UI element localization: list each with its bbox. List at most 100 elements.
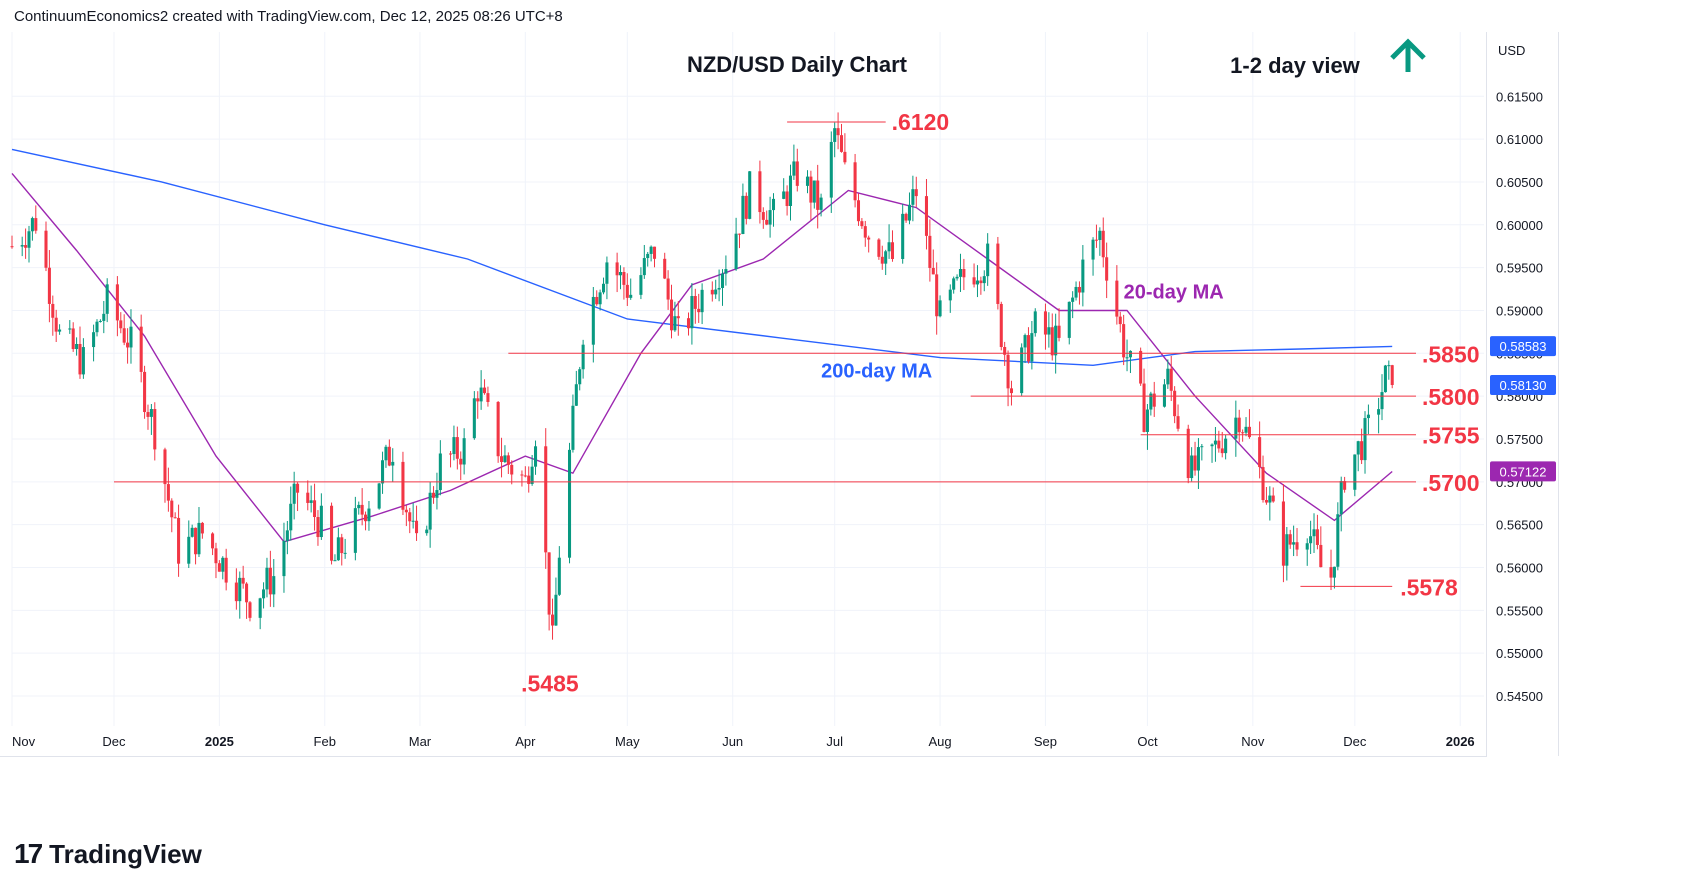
candle-down [1152,393,1156,407]
candle-up [105,284,109,314]
candle-down [1006,354,1010,389]
candle-up [952,278,956,290]
candle-down [1217,440,1221,449]
candle-up [1074,286,1078,298]
x-tick-label: Jul [826,734,843,749]
candle-down [1288,534,1292,545]
candle-down [1009,388,1013,394]
x-tick-label: Nov [1241,734,1265,749]
candle-down [625,284,629,298]
candle-down [173,517,177,519]
candle-down [217,563,221,572]
candle-up [591,296,595,345]
candle-up [574,384,578,406]
candle-up [20,245,24,247]
candle-up [289,503,293,531]
candle-down [1115,280,1119,317]
candle-up [1162,384,1166,407]
candle-down [177,517,181,564]
candle-down [737,233,742,235]
candle-up [884,251,888,264]
candle-down [744,195,748,219]
candle-up [642,258,646,276]
candle-down [785,191,789,206]
level-label: .5755 [1422,423,1480,449]
candle-down [360,504,364,515]
candle-up [452,437,456,455]
candle-down [1390,365,1394,385]
candle-down [931,267,935,275]
candle-down [71,328,75,350]
candle-down [476,398,480,402]
candle-up [1305,543,1309,550]
x-tick-label: Nov [12,734,36,749]
candle-up [92,332,96,348]
chart-title: NZD/USD Daily Chart [687,52,908,77]
candle-up [1196,447,1200,471]
candle-up [129,326,133,348]
candle-up [1145,409,1149,432]
candle-down [313,500,317,518]
candle-up [95,321,99,333]
candle-up [1033,311,1037,334]
candle-up [554,594,558,626]
candle-up [1047,327,1051,335]
candle-up [805,176,810,186]
candle-down [1247,426,1251,438]
ma-annotation: 20-day MA [1124,281,1224,303]
candle-up [377,483,381,509]
candle-down [163,449,167,485]
price-badge-label: 0.57122 [1500,464,1547,479]
candle-down [1295,542,1299,550]
candle-up [717,287,721,290]
candle-down [697,308,701,313]
candle-up [428,492,432,530]
candle-up [700,289,704,313]
price-badge-label: 0.58130 [1500,378,1547,393]
brand[interactable]: 17 TradingView [14,838,202,870]
candle-up [938,300,942,317]
candle-up [975,280,979,285]
x-tick-label: Oct [1137,734,1158,749]
candle-down [1241,432,1245,434]
candle-up [1363,418,1367,461]
y-tick-label: 0.55500 [1496,603,1543,618]
candle-down [408,512,412,522]
candle-up [1067,301,1071,338]
candle-up [81,347,85,375]
candle-down [999,303,1003,347]
candle-down [404,509,408,513]
x-tick-label: Sep [1034,734,1057,749]
candle-down [928,235,932,268]
candle-down [153,409,157,450]
candle-down [686,318,691,329]
candle-down [449,453,453,455]
candle-down [1220,448,1224,454]
candle-up [720,273,725,288]
up-arrow-head [1390,38,1426,60]
candle-up [911,189,915,205]
candle-down [432,492,436,498]
y-tick-label: 0.60500 [1496,175,1543,190]
axes[interactable]: 0.61500 0.61000 0.60500 0.60000 0.59500 0.590… [0,32,1559,757]
candle-down [615,262,619,276]
candle-down [54,317,58,332]
candle-up [639,275,643,295]
candle-down [924,196,929,236]
candle-down [914,189,918,197]
candle-up [567,449,572,558]
candle-up [1081,259,1085,293]
candle-up [812,180,816,203]
candle-up [30,218,34,232]
levels: .6120 .5850 .5800 .5755 .5700 .5578 .5485 [113,109,1480,697]
candle-down [139,326,143,372]
candle-up [381,460,385,484]
candle-up [102,313,106,321]
candle-down [622,272,626,285]
tradingview-logo: 17 [14,838,43,869]
candle-up [285,530,289,541]
candle-down [550,614,555,626]
candle-up [1054,325,1058,356]
candle-up [1244,426,1248,433]
